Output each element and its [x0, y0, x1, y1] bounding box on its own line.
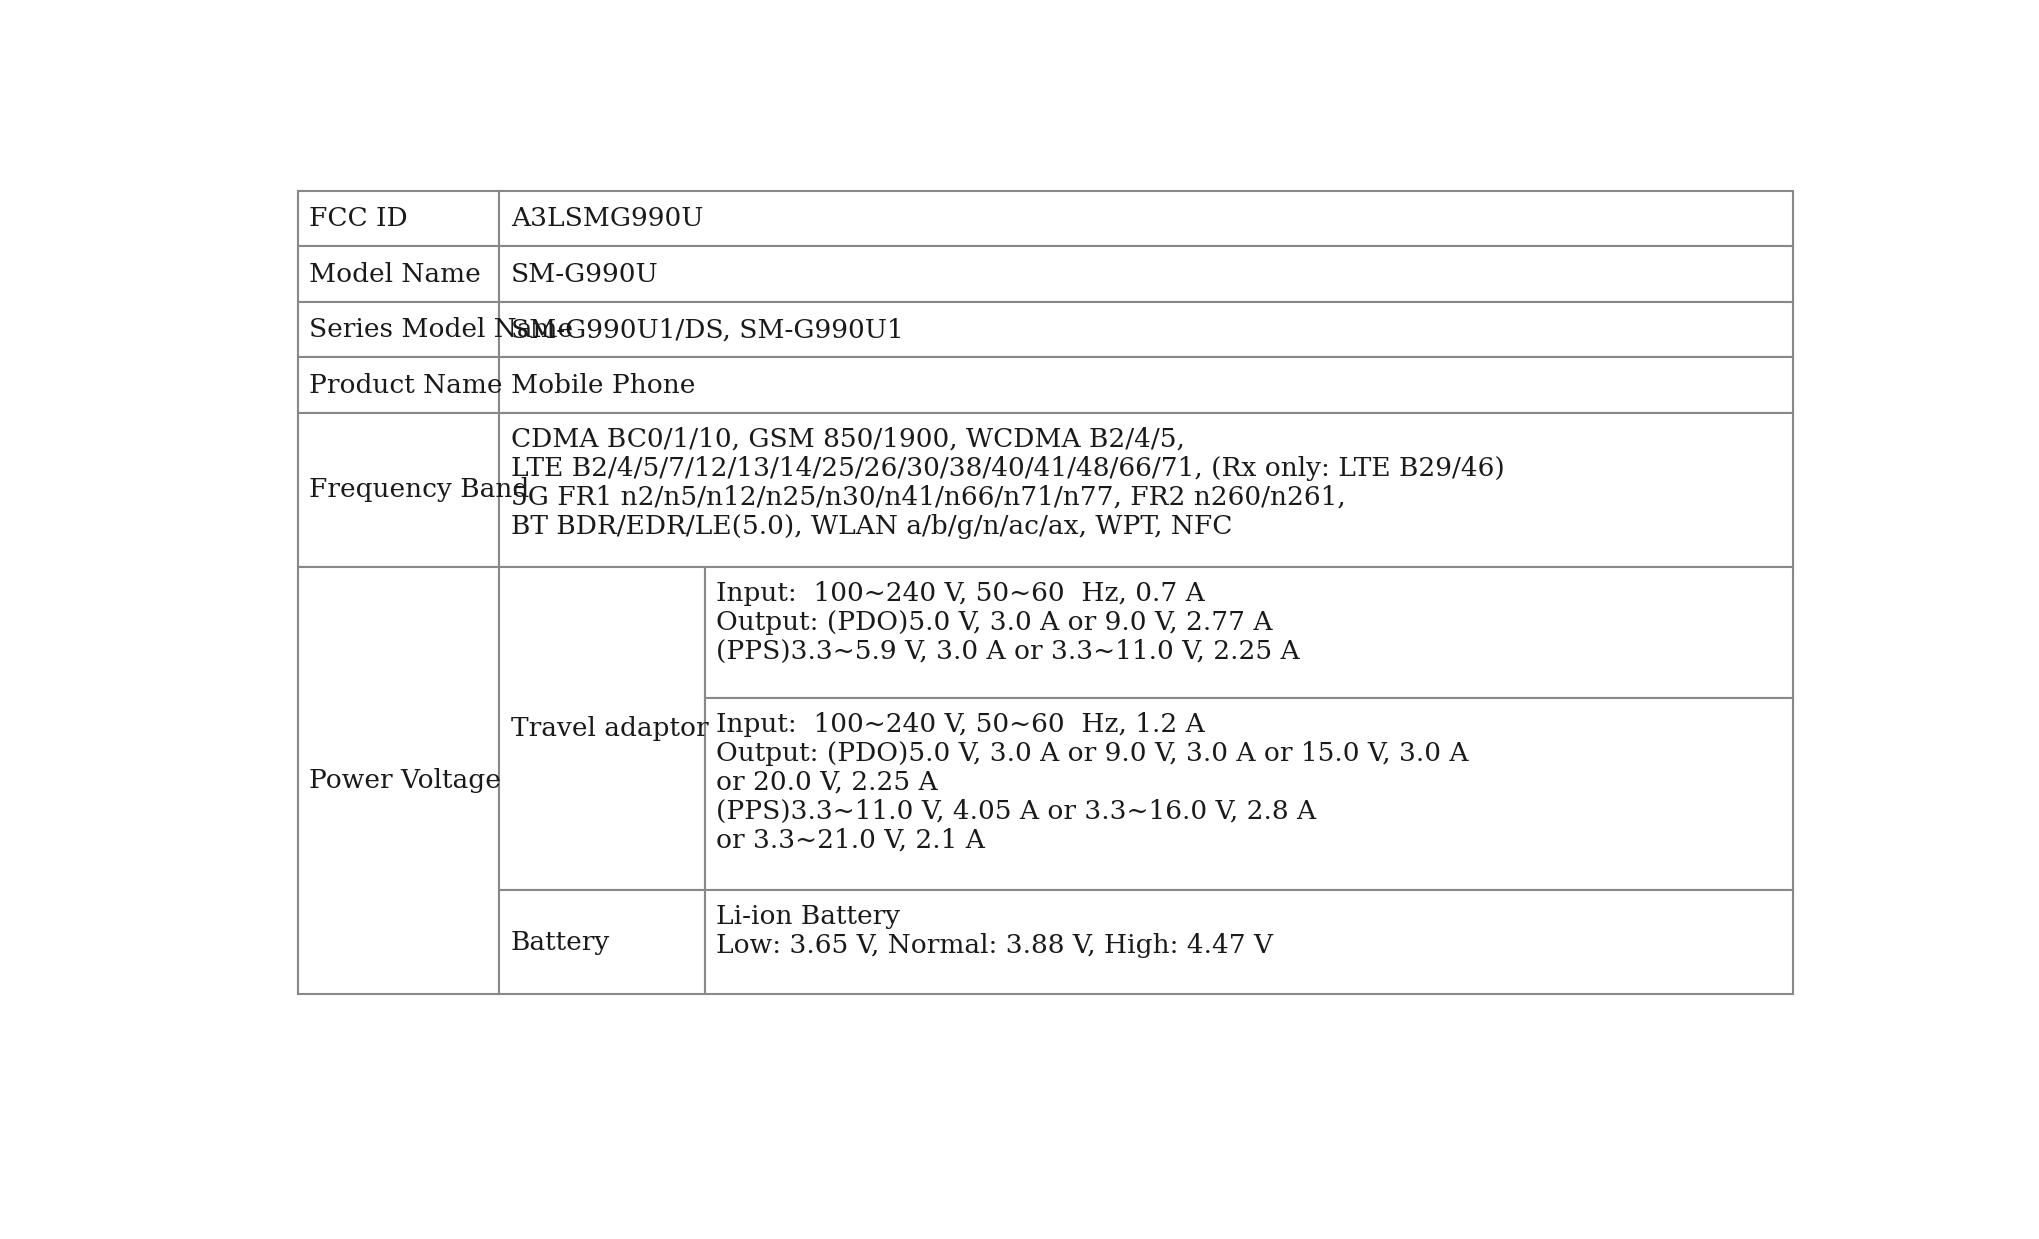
- Text: Travel adaptor: Travel adaptor: [510, 716, 708, 741]
- Bar: [500, 566, 703, 890]
- Bar: [500, 357, 1792, 413]
- Text: FCC ID: FCC ID: [310, 206, 408, 232]
- Text: Mobile Phone: Mobile Phone: [510, 373, 695, 398]
- Text: SM-G990U: SM-G990U: [510, 261, 659, 286]
- Text: Li-ion Battery
Low: 3.65 V, Normal: 3.88 V, High: 4.47 V: Li-ion Battery Low: 3.65 V, Normal: 3.88…: [716, 904, 1272, 958]
- Bar: [500, 247, 1792, 302]
- Bar: [703, 698, 1792, 890]
- Text: Product Name: Product Name: [310, 373, 502, 398]
- Bar: [298, 302, 500, 357]
- Bar: [703, 890, 1792, 994]
- Bar: [298, 566, 500, 994]
- Text: Power Voltage: Power Voltage: [310, 768, 502, 793]
- Bar: [298, 413, 500, 566]
- Text: Series Model Name: Series Model Name: [310, 317, 573, 342]
- Text: Input:  100~240 V, 50~60  Hz, 1.2 A
Output: (PDO)5.0 V, 3.0 A or 9.0 V, 3.0 A or: Input: 100~240 V, 50~60 Hz, 1.2 A Output…: [716, 711, 1468, 852]
- Text: SM-G990U1/DS, SM-G990U1: SM-G990U1/DS, SM-G990U1: [510, 317, 903, 342]
- Text: Model Name: Model Name: [310, 261, 481, 286]
- Text: Input:  100~240 V, 50~60  Hz, 0.7 A
Output: (PDO)5.0 V, 3.0 A or 9.0 V, 2.77 A
(: Input: 100~240 V, 50~60 Hz, 0.7 A Output…: [716, 581, 1299, 664]
- Bar: [298, 357, 500, 413]
- Bar: [500, 191, 1792, 247]
- Bar: [500, 890, 703, 994]
- Bar: [500, 413, 1792, 566]
- Bar: [703, 566, 1792, 698]
- Bar: [298, 191, 500, 247]
- Bar: [500, 302, 1792, 357]
- Text: A3LSMG990U: A3LSMG990U: [510, 206, 703, 232]
- Text: CDMA BC0/1/10, GSM 850/1900, WCDMA B2/4/5,
LTE B2/4/5/7/12/13/14/25/26/30/38/40/: CDMA BC0/1/10, GSM 850/1900, WCDMA B2/4/…: [510, 426, 1505, 539]
- Text: Frequency Band: Frequency Band: [310, 477, 530, 502]
- Bar: [298, 247, 500, 302]
- Text: Battery: Battery: [510, 929, 610, 955]
